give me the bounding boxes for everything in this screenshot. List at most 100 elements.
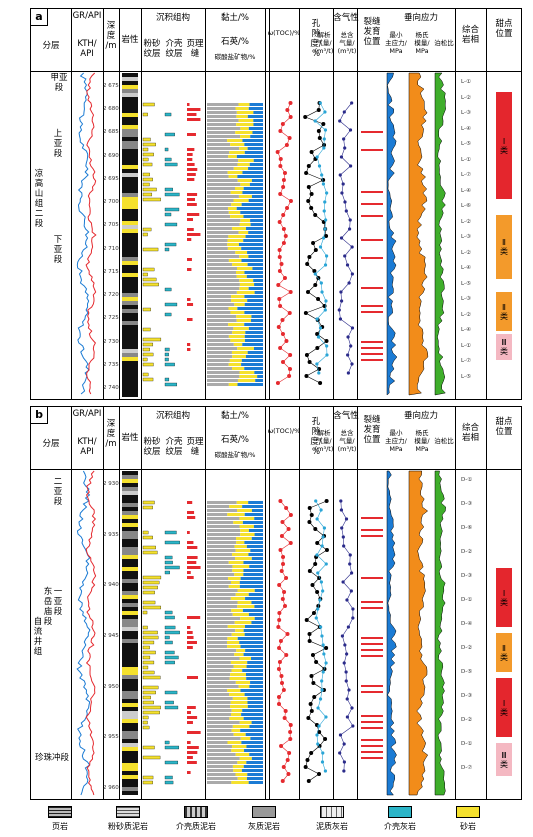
lithology-band <box>122 105 138 109</box>
quartz-bar <box>236 537 252 540</box>
lithology-band <box>122 149 138 153</box>
quartz-bar <box>239 657 252 660</box>
lithology-band <box>122 93 138 97</box>
lithology-band <box>122 771 138 775</box>
shell-lamina <box>164 312 172 317</box>
header-toc: ω(TOC)/% <box>267 29 301 37</box>
quartz-bar <box>239 721 252 724</box>
facies-label: L-⑤ <box>461 280 471 287</box>
silt-lamina <box>142 550 158 555</box>
youngs-modulus-area <box>408 72 429 396</box>
youngs-modulus-area <box>408 470 429 796</box>
bedding-fissure <box>187 571 191 574</box>
clay-bar <box>207 753 236 756</box>
header-gas-desorbed-b: 解析 气量/ (m³/t) <box>314 429 334 453</box>
lithology-band <box>122 241 138 245</box>
clay-bar <box>207 375 240 378</box>
bedding-fissure <box>187 556 198 559</box>
clay-bar <box>207 263 233 266</box>
clay-bar <box>207 219 241 222</box>
lithology-band <box>122 257 138 261</box>
shell-lamina <box>164 570 170 575</box>
clay-bar <box>207 163 238 166</box>
carbonate-bar <box>243 717 263 720</box>
lithology-band <box>122 197 138 201</box>
quartz-bar <box>227 239 244 242</box>
carbonate-bar <box>245 649 263 652</box>
facies-label: D-⑥ <box>461 525 473 531</box>
quartz-bar <box>231 729 241 732</box>
carbonate-bar <box>254 371 263 374</box>
lithology-band <box>122 563 138 567</box>
quartz-bar <box>228 207 237 210</box>
bedding-fissure <box>187 501 193 504</box>
fracture-mark <box>361 577 383 579</box>
lithology-band <box>122 751 138 755</box>
carbonate-bar <box>246 275 263 278</box>
quartz-bar <box>236 291 255 294</box>
quartz-bar <box>235 107 249 110</box>
quartz-bar <box>229 505 243 508</box>
header-sed-structure: 沉积组构 <box>155 13 190 23</box>
carbonate-bar <box>242 521 263 524</box>
legend-item: 泥质灰岩 <box>302 806 362 832</box>
carbonate-bar <box>245 331 263 334</box>
clay-bar <box>207 633 232 636</box>
carbonate-bar <box>244 625 263 628</box>
carbonate-bar <box>247 701 263 704</box>
silt-lamina <box>142 267 155 272</box>
clay-bar <box>207 513 228 516</box>
carbonate-bar <box>248 781 263 784</box>
bedding-fissure <box>187 706 196 709</box>
clay-bar <box>207 545 235 548</box>
carbonate-bar <box>250 681 263 684</box>
lithology-band <box>122 707 138 711</box>
clay-bar <box>207 745 233 748</box>
quartz-bar <box>228 383 238 386</box>
bedding-fissure <box>187 546 198 549</box>
shell-lamina <box>164 705 179 710</box>
bedding-fissure <box>187 626 191 629</box>
lithology-band <box>122 321 138 325</box>
shell-lamina <box>164 530 177 535</box>
clay-bar <box>207 131 236 134</box>
quartz-bar <box>236 319 252 322</box>
header-carbonate-b: 碳酸盐矿物/% <box>214 451 256 459</box>
clay-bar <box>207 713 232 716</box>
carbonate-bar <box>248 501 263 504</box>
bedding-fissure <box>187 198 195 201</box>
facies-label: L-④ <box>461 125 471 132</box>
depth-tick: 2 680 <box>103 106 119 113</box>
lithology-band <box>122 125 138 129</box>
shell-lamina <box>164 162 178 167</box>
carbonate-bar <box>240 729 263 732</box>
kth-curve <box>85 470 97 796</box>
lithology-band <box>122 555 138 559</box>
lithology-band <box>122 129 138 133</box>
carbonate-bar <box>253 347 263 350</box>
carbonate-bar <box>247 697 263 700</box>
header-depth-b: 深度 /m <box>105 419 117 449</box>
lithology-band <box>122 309 138 313</box>
sweet-spot-zone: Ⅱ类 <box>496 214 512 280</box>
clay-bar <box>207 697 233 700</box>
fracture-mark <box>361 517 383 519</box>
lithology-band <box>122 293 138 297</box>
lithology-band <box>122 675 138 679</box>
clay-bar <box>207 765 233 768</box>
silt-lamina <box>142 645 150 650</box>
facies-label: L-③ <box>461 234 471 240</box>
lithology-band <box>122 763 138 767</box>
clay-bar <box>207 259 229 262</box>
bedding-fissure <box>187 163 195 166</box>
carbonate-bar <box>250 223 263 226</box>
bedding-fissure <box>187 511 195 514</box>
lithology-band <box>122 691 138 695</box>
facies-label: D-⑦ <box>461 765 473 771</box>
lithology-band <box>122 373 138 377</box>
lithology-band <box>122 157 138 161</box>
bedding-fissure <box>187 148 195 151</box>
lithology-band <box>122 305 138 309</box>
quartz-bar <box>227 641 240 644</box>
bedding-fissure <box>187 168 198 171</box>
